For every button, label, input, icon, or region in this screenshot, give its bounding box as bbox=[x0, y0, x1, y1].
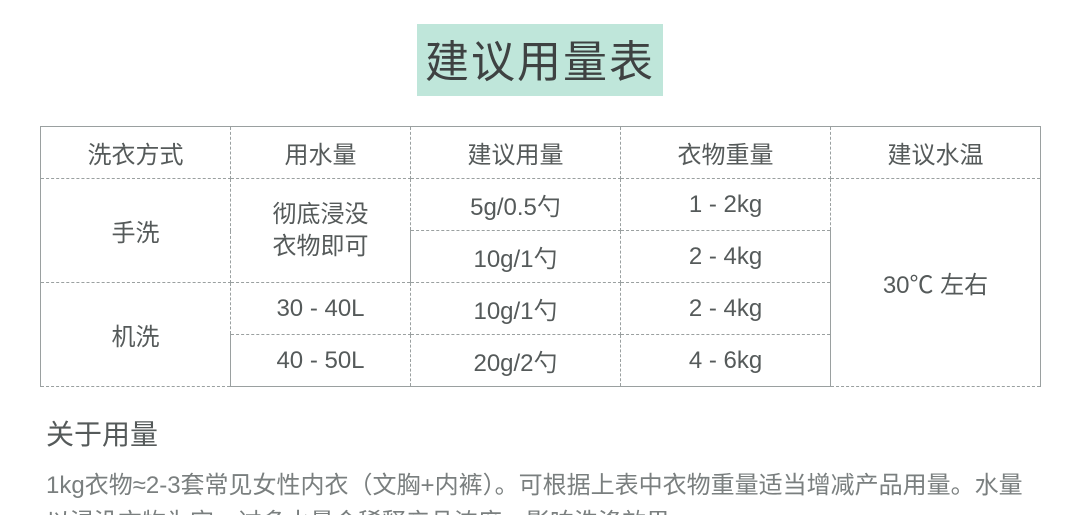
page-title: 建议用量表 bbox=[417, 24, 663, 96]
cell-dose: 10g/1勺 bbox=[411, 283, 621, 335]
col-header-water: 用水量 bbox=[231, 127, 411, 179]
page: 建议用量表 洗衣方式 用水量 建议用量 衣物重量 建议水温 手洗 彻底浸没 衣物… bbox=[0, 0, 1080, 515]
cell-weight: 1 - 2kg bbox=[621, 179, 831, 231]
about-body: 1kg衣物≈2-3套常见女性内衣（文胸+内裤）。可根据上表中衣物重量适当增减产品… bbox=[46, 467, 1034, 515]
col-header-dose: 建议用量 bbox=[411, 127, 621, 179]
cell-handwash: 手洗 bbox=[41, 179, 231, 283]
handwash-water-line2: 衣物即可 bbox=[273, 233, 369, 260]
cell-weight: 2 - 4kg bbox=[621, 283, 831, 335]
cell-dose: 10g/1勺 bbox=[411, 231, 621, 283]
table-header-row: 洗衣方式 用水量 建议用量 衣物重量 建议水温 bbox=[41, 127, 1041, 179]
title-wrap: 建议用量表 bbox=[40, 24, 1040, 96]
cell-machinewash: 机洗 bbox=[41, 283, 231, 387]
about-section: 关于用量 1kg衣物≈2-3套常见女性内衣（文胸+内裤）。可根据上表中衣物重量适… bbox=[40, 413, 1040, 515]
handwash-water-line1: 彻底浸没 bbox=[273, 201, 369, 228]
col-header-weight: 衣物重量 bbox=[621, 127, 831, 179]
about-heading: 关于用量 bbox=[46, 413, 1034, 453]
cell-handwash-water: 彻底浸没 衣物即可 bbox=[231, 179, 411, 283]
col-header-method: 洗衣方式 bbox=[41, 127, 231, 179]
cell-weight: 4 - 6kg bbox=[621, 335, 831, 387]
cell-water: 30 - 40L bbox=[231, 283, 411, 335]
cell-dose: 5g/0.5勺 bbox=[411, 179, 621, 231]
cell-dose: 20g/2勺 bbox=[411, 335, 621, 387]
col-header-temp: 建议水温 bbox=[831, 127, 1041, 179]
table-row: 手洗 彻底浸没 衣物即可 5g/0.5勺 1 - 2kg 30℃ 左右 bbox=[41, 179, 1041, 231]
cell-water: 40 - 50L bbox=[231, 335, 411, 387]
dosage-table: 洗衣方式 用水量 建议用量 衣物重量 建议水温 手洗 彻底浸没 衣物即可 5g/… bbox=[40, 126, 1041, 387]
cell-temp: 30℃ 左右 bbox=[831, 179, 1041, 387]
cell-weight: 2 - 4kg bbox=[621, 231, 831, 283]
